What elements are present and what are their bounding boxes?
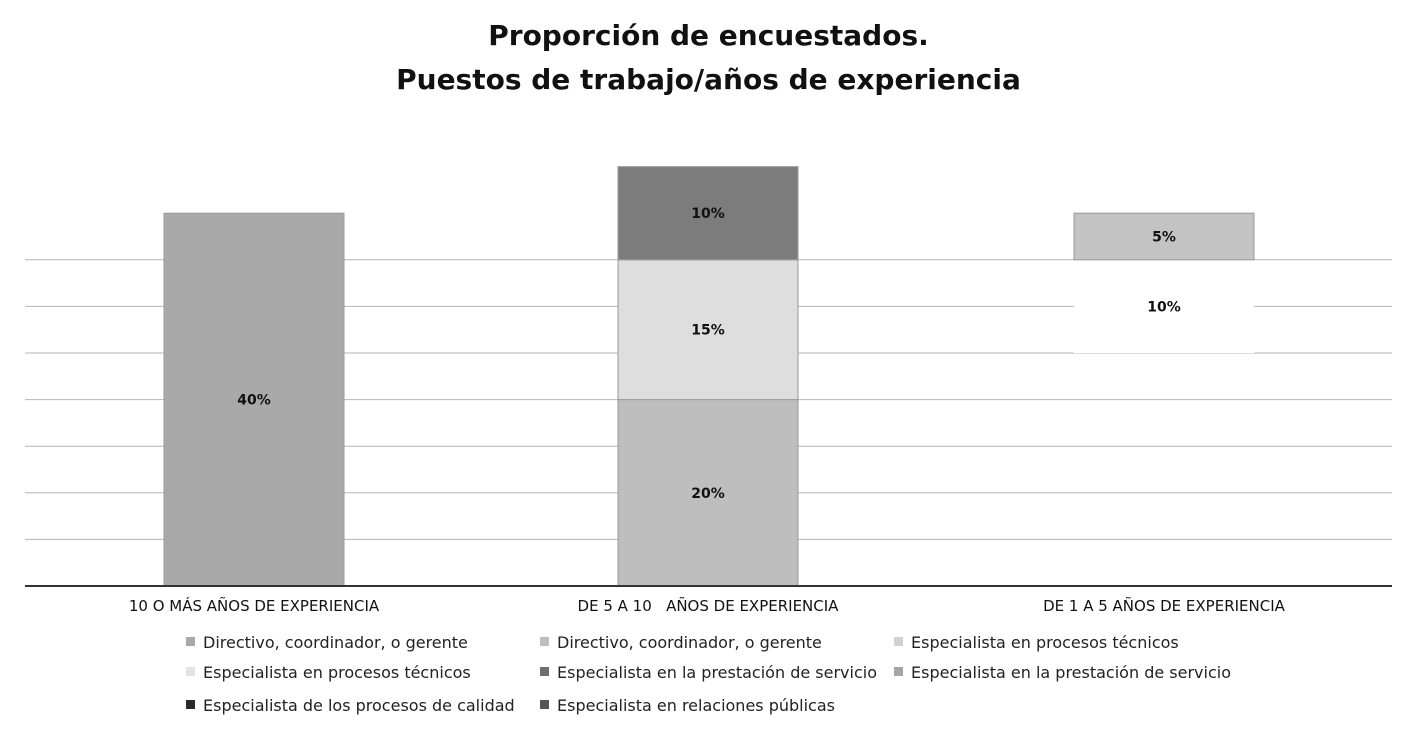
- bar-segment: [617, 166, 799, 261]
- legend-swatch: [894, 667, 903, 676]
- category-label: DE 5 A 10 AÑOS DE EXPERIENCIA: [578, 596, 840, 615]
- legend-label: Especialista en la prestación de servici…: [557, 663, 877, 682]
- chart-title-line-2: Puestos de trabajo/años de experiencia: [396, 63, 1021, 96]
- data-label: 10%: [691, 206, 725, 222]
- data-label: 10%: [1147, 299, 1181, 315]
- legend-swatch: [186, 667, 195, 676]
- data-label: 15%: [691, 323, 725, 339]
- stacked-bar-chart: 40% 20% 15% 10% 10% 5% 10 O MÁS AÑOS DE EXPERI…: [25, 166, 1392, 615]
- data-label: 5%: [1152, 230, 1176, 246]
- chart-title: Proporción de encuestados. Puestos de tr…: [0, 14, 1417, 102]
- legend-swatch: [186, 700, 195, 709]
- data-label: 20%: [691, 486, 725, 502]
- legend-item: Especialista en relaciones públicas: [540, 696, 835, 715]
- bar-segment: [1073, 212, 1255, 261]
- data-label: 40%: [237, 393, 271, 409]
- bar-segment: [163, 212, 345, 587]
- legend-item: Especialista de los procesos de calidad: [186, 696, 515, 715]
- legend-item: Especialista en procesos técnicos: [186, 663, 471, 682]
- bar-segment: [617, 399, 799, 587]
- legend-label: Especialista en procesos técnicos: [203, 663, 471, 682]
- bar-segment: [1074, 259, 1254, 353]
- legend-item: Especialista en la prestación de servici…: [894, 663, 1231, 682]
- legend-swatch: [540, 700, 549, 709]
- legend-label: Especialista de los procesos de calidad: [203, 696, 515, 715]
- legend-label: Especialista en la prestación de servici…: [911, 663, 1231, 682]
- category-label: DE 1 A 5 AÑOS DE EXPERIENCIA: [1043, 596, 1286, 615]
- legend-swatch: [540, 667, 549, 676]
- chart-title-line-1: Proporción de encuestados.: [488, 19, 929, 52]
- category-label: 10 O MÁS AÑOS DE EXPERIENCIA: [129, 596, 380, 615]
- legend-item: Especialista en la prestación de servici…: [540, 663, 877, 682]
- bar-segment: [617, 259, 799, 401]
- legend-label: Especialista en relaciones públicas: [557, 696, 835, 715]
